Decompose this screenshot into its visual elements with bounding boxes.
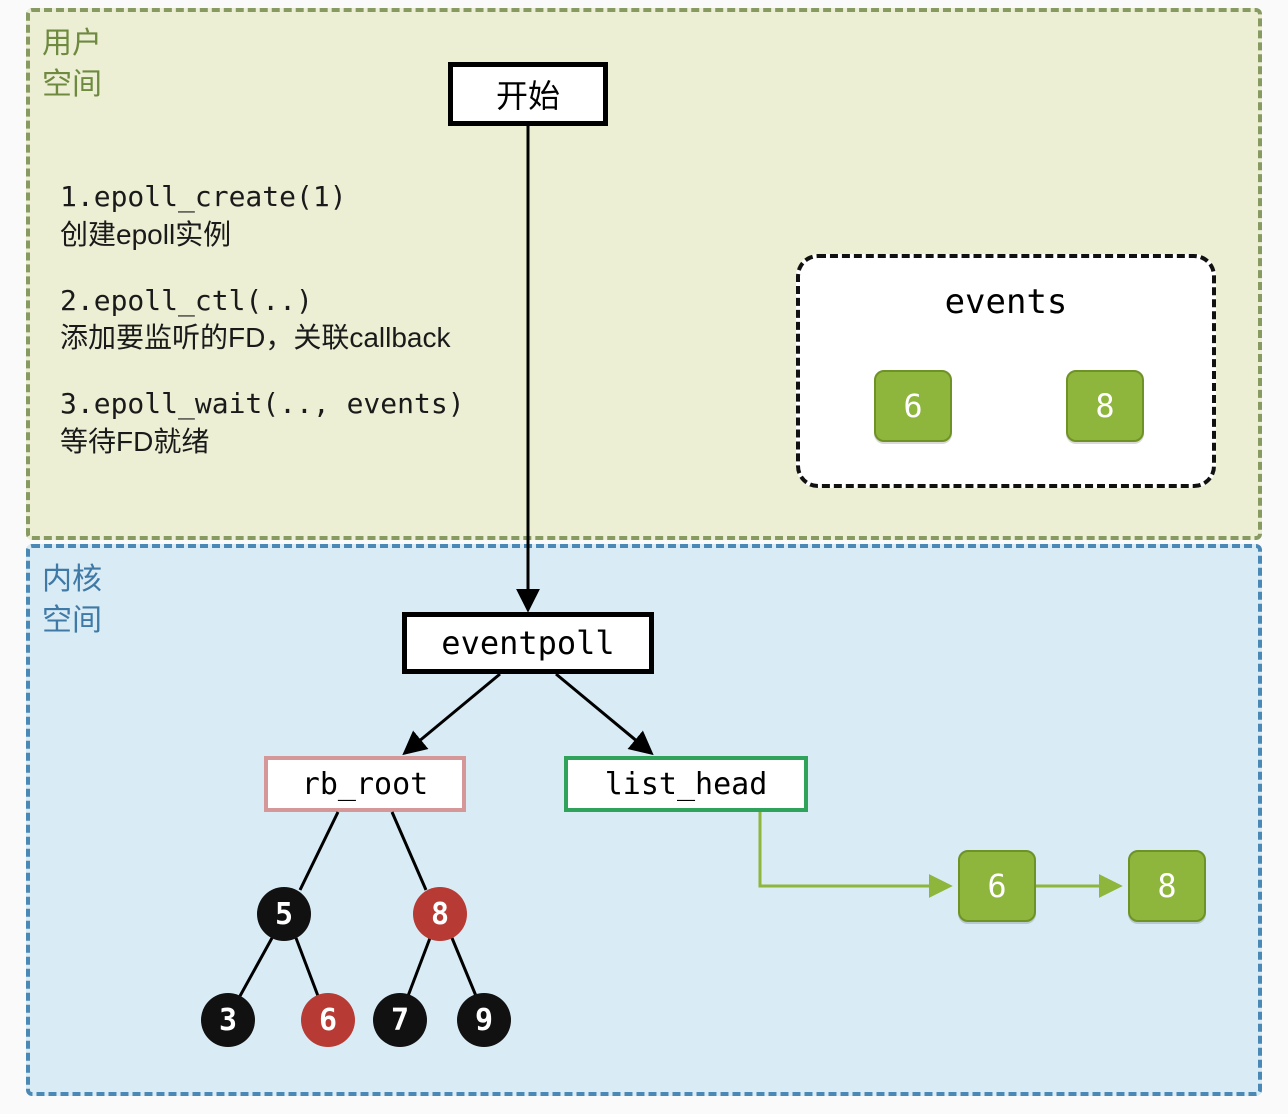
rb-root-box: rb_root (264, 756, 466, 812)
user-space-label: 用户空间 (42, 24, 102, 105)
list-chip: 6 (958, 850, 1036, 922)
step-item: 3.epoll_wait(.., events)等待FD就绪 (60, 385, 465, 461)
kernel-space-label: 内核空间 (42, 560, 102, 641)
step-item: 1.epoll_create(1)创建epoll实例 (60, 178, 465, 254)
list-head-box-label: list_head (605, 767, 768, 802)
events-panel: events 6 8 (796, 254, 1216, 488)
diagram-canvas: 用户空间 内核空间 1.epoll_create(1)创建epoll实例 2.ep… (0, 0, 1288, 1114)
tree-node: 7 (373, 993, 427, 1047)
step-item: 2.epoll_ctl(..)添加要监听的FD，关联callback (60, 282, 465, 358)
tree-node: 6 (301, 993, 355, 1047)
start-box-label: 开始 (496, 71, 560, 117)
tree-node: 8 (413, 887, 467, 941)
event-chip: 8 (1066, 370, 1144, 442)
events-title: events (800, 282, 1212, 322)
tree-node: 5 (257, 887, 311, 941)
event-chip: 6 (874, 370, 952, 442)
steps-list: 1.epoll_create(1)创建epoll实例 2.epoll_ctl(..… (60, 178, 465, 489)
list-chip: 8 (1128, 850, 1206, 922)
start-box: 开始 (448, 62, 608, 126)
tree-node: 3 (201, 993, 255, 1047)
eventpoll-box: eventpoll (402, 612, 654, 674)
list-head-box: list_head (564, 756, 808, 812)
rb-root-box-label: rb_root (302, 767, 428, 802)
eventpoll-box-label: eventpoll (441, 624, 614, 662)
tree-node: 9 (457, 993, 511, 1047)
